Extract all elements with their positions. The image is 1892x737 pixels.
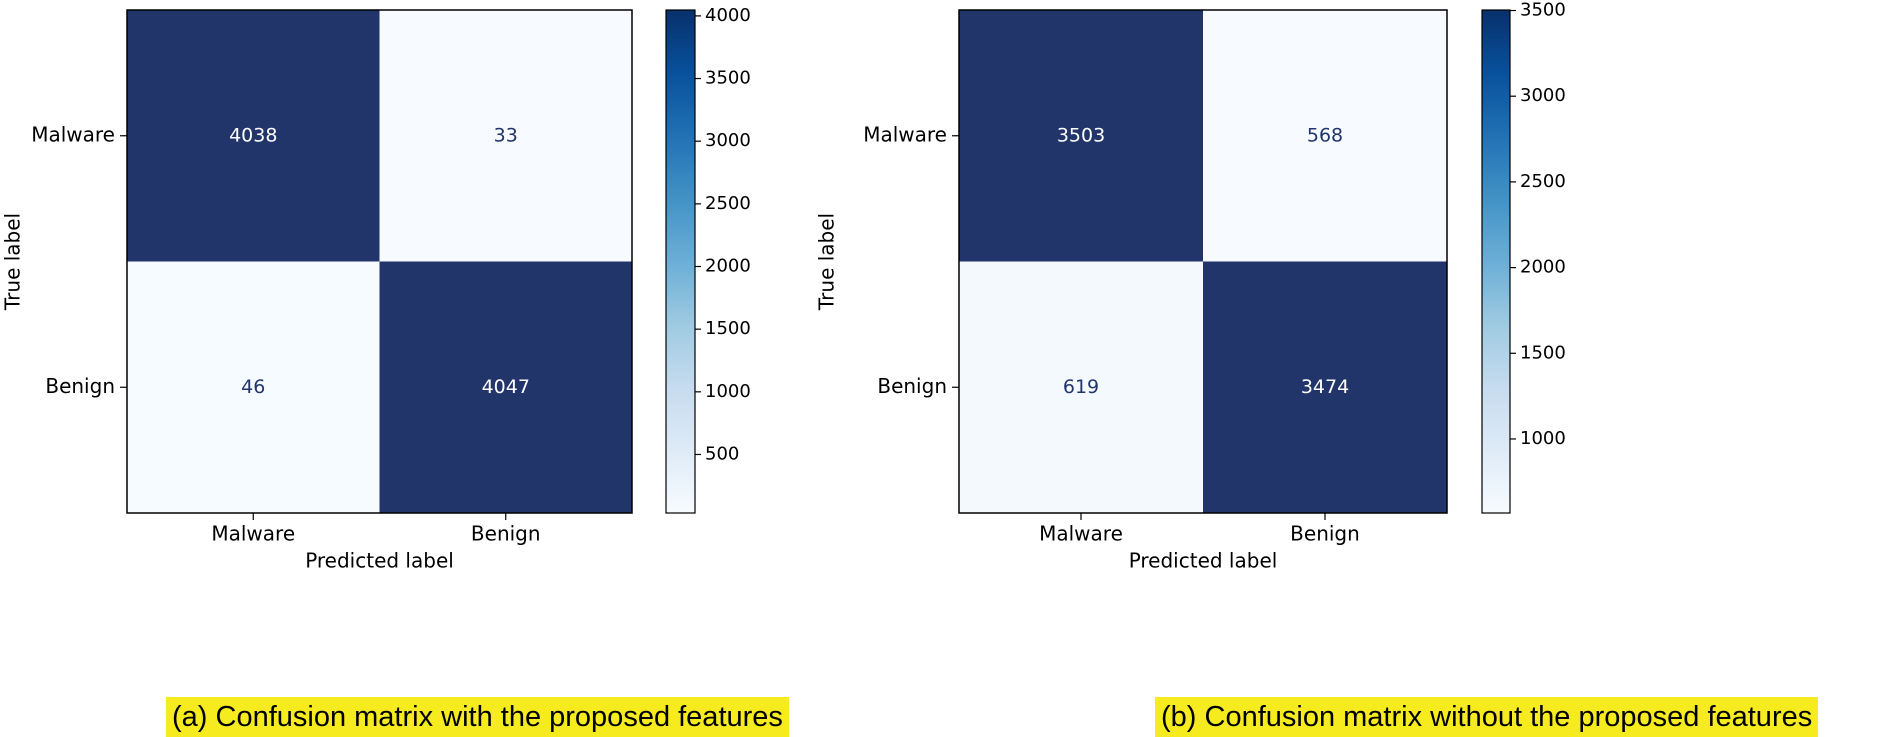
x-tick-label: Benign <box>471 522 541 546</box>
cell-value-label: 4038 <box>229 124 277 146</box>
matrix-cell <box>959 10 1203 262</box>
cell-value-label: 3474 <box>1301 376 1349 398</box>
y-tick-label: Benign <box>877 374 947 398</box>
colorbar-tick-label: 500 <box>705 443 739 464</box>
colorbar-tick-label: 2000 <box>1520 257 1566 278</box>
matrix-cell <box>1203 10 1447 262</box>
confusion-matrix-chart-b: 3503 568 619 3474 Malware Benign Malware Benign… <box>815 0 1566 573</box>
confusion-matrix-chart-a: 4038 33 46 4047 Malware Benign Malware Benign Pr… <box>1 5 751 573</box>
cell-value-label: 568 <box>1307 124 1343 146</box>
cell-value-label: 33 <box>494 124 518 146</box>
y-tick-label: Benign <box>45 374 115 398</box>
colorbar-tick-label: 1000 <box>705 381 751 402</box>
colorbar-tick-label: 3000 <box>705 130 751 151</box>
colorbar-tick-label: 3000 <box>1520 85 1566 106</box>
cell-value-label: 3503 <box>1057 124 1105 146</box>
x-tick-label: Malware <box>1039 522 1123 546</box>
caption-b: (b) Confusion matrix without the propose… <box>1155 697 1819 737</box>
cell-value-label: 619 <box>1063 376 1099 398</box>
y-axis-label: True label <box>815 213 839 311</box>
y-tick-label: Malware <box>863 122 947 146</box>
matrix-cell <box>127 10 380 262</box>
colorbar-tick-label: 2500 <box>705 193 751 214</box>
matrix-cell <box>127 261 380 513</box>
caption-a: (a) Confusion matrix with the proposed f… <box>166 697 789 737</box>
confusion-matrix-panel-b: 3503 568 619 3474 Malware Benign Malware Benign… <box>815 0 1892 737</box>
matrix-cell <box>379 10 632 262</box>
matrix-frame <box>126 9 633 514</box>
colorbar-tick-label: 3500 <box>1520 0 1566 21</box>
x-axis-label: Predicted label <box>305 549 454 573</box>
colorbar-tick-label: 3500 <box>705 68 751 89</box>
colorbar-tick-label: 1500 <box>1520 342 1566 363</box>
y-tick-label: Malware <box>31 122 115 146</box>
colorbar-tick-label: 1000 <box>1520 428 1566 449</box>
matrix-cell <box>959 261 1203 513</box>
colorbar-tick-label: 2500 <box>1520 171 1566 192</box>
cell-value-label: 4047 <box>482 376 530 398</box>
matrix-frame <box>958 9 1448 514</box>
x-tick-label: Benign <box>1290 522 1360 546</box>
colorbar <box>1481 9 1511 514</box>
matrix-cell <box>379 261 632 513</box>
y-axis-label: True label <box>1 213 25 311</box>
colorbar <box>665 9 696 514</box>
colorbar-tick-label: 1500 <box>705 318 751 339</box>
x-axis-label: Predicted label <box>1129 549 1278 573</box>
cell-value-label: 46 <box>241 376 265 398</box>
confusion-matrix-panel-a: 4038 33 46 4047 Malware Benign Malware Benign Pr… <box>1 5 789 737</box>
matrix-cell <box>1203 261 1447 513</box>
colorbar-tick-label: 2000 <box>705 256 751 277</box>
colorbar-tick-label: 4000 <box>705 5 751 26</box>
x-tick-label: Malware <box>211 522 295 546</box>
